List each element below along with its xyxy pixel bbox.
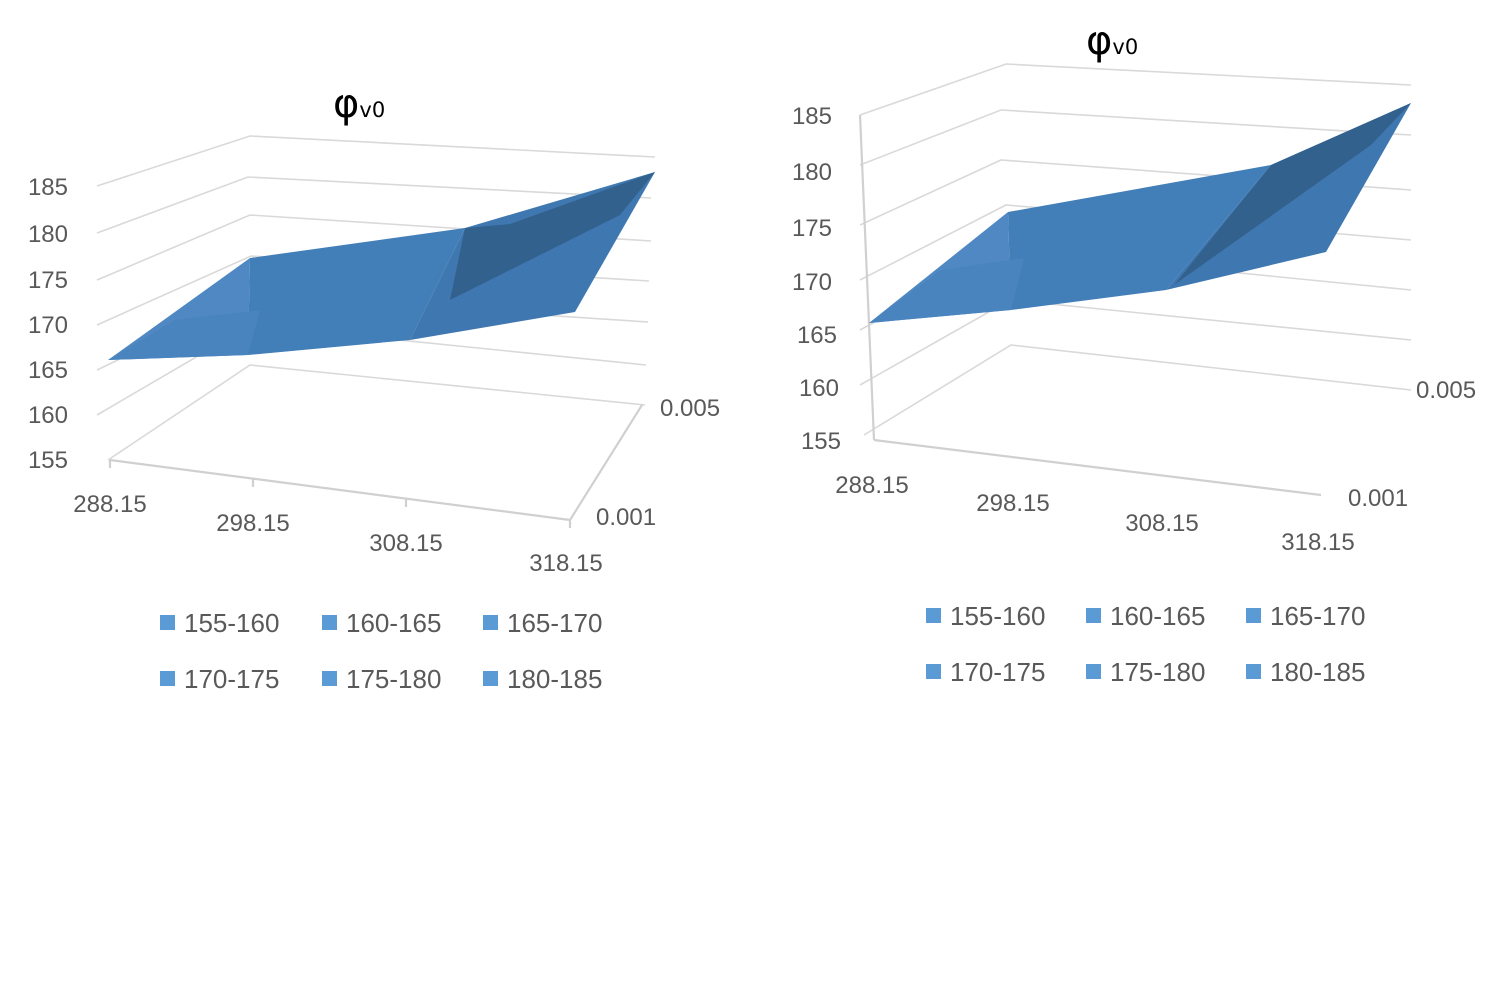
y-tick-185: 185	[28, 174, 68, 201]
grid-185	[859, 63, 1412, 116]
chart-left-legend: 155-160 160-165 165-170 170-175 175-180 …	[160, 608, 602, 694]
grid-155	[863, 344, 1412, 436]
chart-left-svg: φv0 185 180 175	[28, 81, 720, 694]
chart-left-y-ticks: 185 180 175 170 165 160 155	[28, 174, 68, 474]
surface-band-2	[1008, 165, 1271, 310]
x-tick-label-318: 318.15	[1281, 529, 1354, 556]
chart-right-legend: 155-160 160-165 165-170 170-175 175-180 …	[926, 601, 1365, 687]
x-tick-label-298: 298.15	[976, 490, 1049, 517]
legend-swatch	[1246, 664, 1261, 679]
y-tick-170: 170	[792, 269, 832, 296]
legend-label: 160-165	[1110, 601, 1205, 631]
y-tick-175: 175	[792, 215, 832, 242]
legend-label: 165-170	[507, 608, 602, 638]
legend-swatch	[1246, 608, 1261, 623]
legend-label: 180-185	[507, 664, 602, 694]
x-tick-label-298: 298.15	[216, 510, 289, 537]
chart-right-svg: φv0 185 180 175 170 165 16	[792, 18, 1476, 687]
chart-right-axes	[858, 114, 1322, 497]
grid-185	[96, 135, 656, 187]
legend-label: 170-175	[950, 657, 1045, 687]
legend-swatch	[483, 615, 498, 630]
grid-155	[107, 364, 646, 461]
x-axis	[109, 458, 571, 522]
y-tick-180: 180	[28, 221, 68, 248]
y-tick-165: 165	[797, 322, 837, 349]
chart-right-x-ticks: 288.15 298.15 308.15 318.15	[835, 472, 1354, 556]
legend-swatch	[1086, 664, 1101, 679]
chart-right-title: φv0	[1086, 18, 1138, 64]
chart-left-z-ticks: 0.005 0.001	[596, 395, 720, 531]
legend-swatch	[322, 615, 337, 630]
x-tick-label-318: 318.15	[529, 550, 602, 577]
chart-left-x-ticks: 288.15 298.15 308.15 318.15	[73, 491, 602, 577]
y-tick-170: 170	[28, 312, 68, 339]
y-tick-155: 155	[28, 447, 68, 474]
y-axis	[858, 114, 876, 441]
legend-swatch	[322, 671, 337, 686]
x-axis	[873, 438, 1322, 497]
grid-180	[859, 109, 1412, 166]
surface-band-5	[869, 258, 1024, 323]
legend-swatch	[160, 615, 175, 630]
chart-right-z-ticks: 0.005 0.001	[1348, 377, 1476, 512]
x-tick-label-308: 308.15	[369, 530, 442, 557]
chart-right: φv0 185 180 175 170 165 16	[756, 0, 1512, 982]
x-tick-label-288: 288.15	[73, 491, 146, 518]
chart-right-y-ticks: 185 180 175 170 165 160 155	[792, 103, 841, 455]
legend-label: 170-175	[184, 664, 279, 694]
z-tick-label-0.001: 0.001	[1348, 485, 1408, 512]
y-tick-175: 175	[28, 267, 68, 294]
x-tick-label-308: 308.15	[1125, 510, 1198, 537]
x-tick-label-288: 288.15	[835, 472, 908, 499]
z-tick-label-0.005: 0.005	[1416, 377, 1476, 404]
y-tick-185: 185	[792, 103, 832, 130]
chart-left-surface	[108, 172, 655, 360]
chart-right-surface	[869, 103, 1411, 323]
grid-180	[96, 176, 652, 234]
legend-swatch	[926, 608, 941, 623]
chart-left: φv0 185 180 175	[0, 0, 756, 982]
legend-label: 175-180	[346, 664, 441, 694]
legend-swatch	[926, 664, 941, 679]
legend-swatch	[160, 671, 175, 686]
legend-swatch	[1086, 608, 1101, 623]
z-tick-label-0.001: 0.001	[596, 504, 656, 531]
legend-label: 155-160	[950, 601, 1045, 631]
chart-left-axes	[108, 404, 643, 528]
surface-band-5	[108, 310, 260, 360]
y-tick-180: 180	[792, 159, 832, 186]
y-tick-155: 155	[801, 428, 841, 455]
legend-label: 155-160	[184, 608, 279, 638]
surface-band-4	[450, 172, 655, 300]
legend-label: 180-185	[1270, 657, 1365, 687]
y-tick-160: 160	[799, 375, 839, 402]
z-tick-label-0.005: 0.005	[660, 395, 720, 422]
y-tick-165: 165	[28, 357, 68, 384]
legend-label: 175-180	[1110, 657, 1205, 687]
chart-left-title: φv0	[333, 81, 385, 127]
surface-band-2	[248, 228, 465, 355]
surface-band-4	[1174, 103, 1411, 285]
y-tick-160: 160	[28, 402, 68, 429]
legend-label: 165-170	[1270, 601, 1365, 631]
legend-label: 160-165	[346, 608, 441, 638]
legend-swatch	[483, 671, 498, 686]
z-axis	[569, 404, 643, 521]
